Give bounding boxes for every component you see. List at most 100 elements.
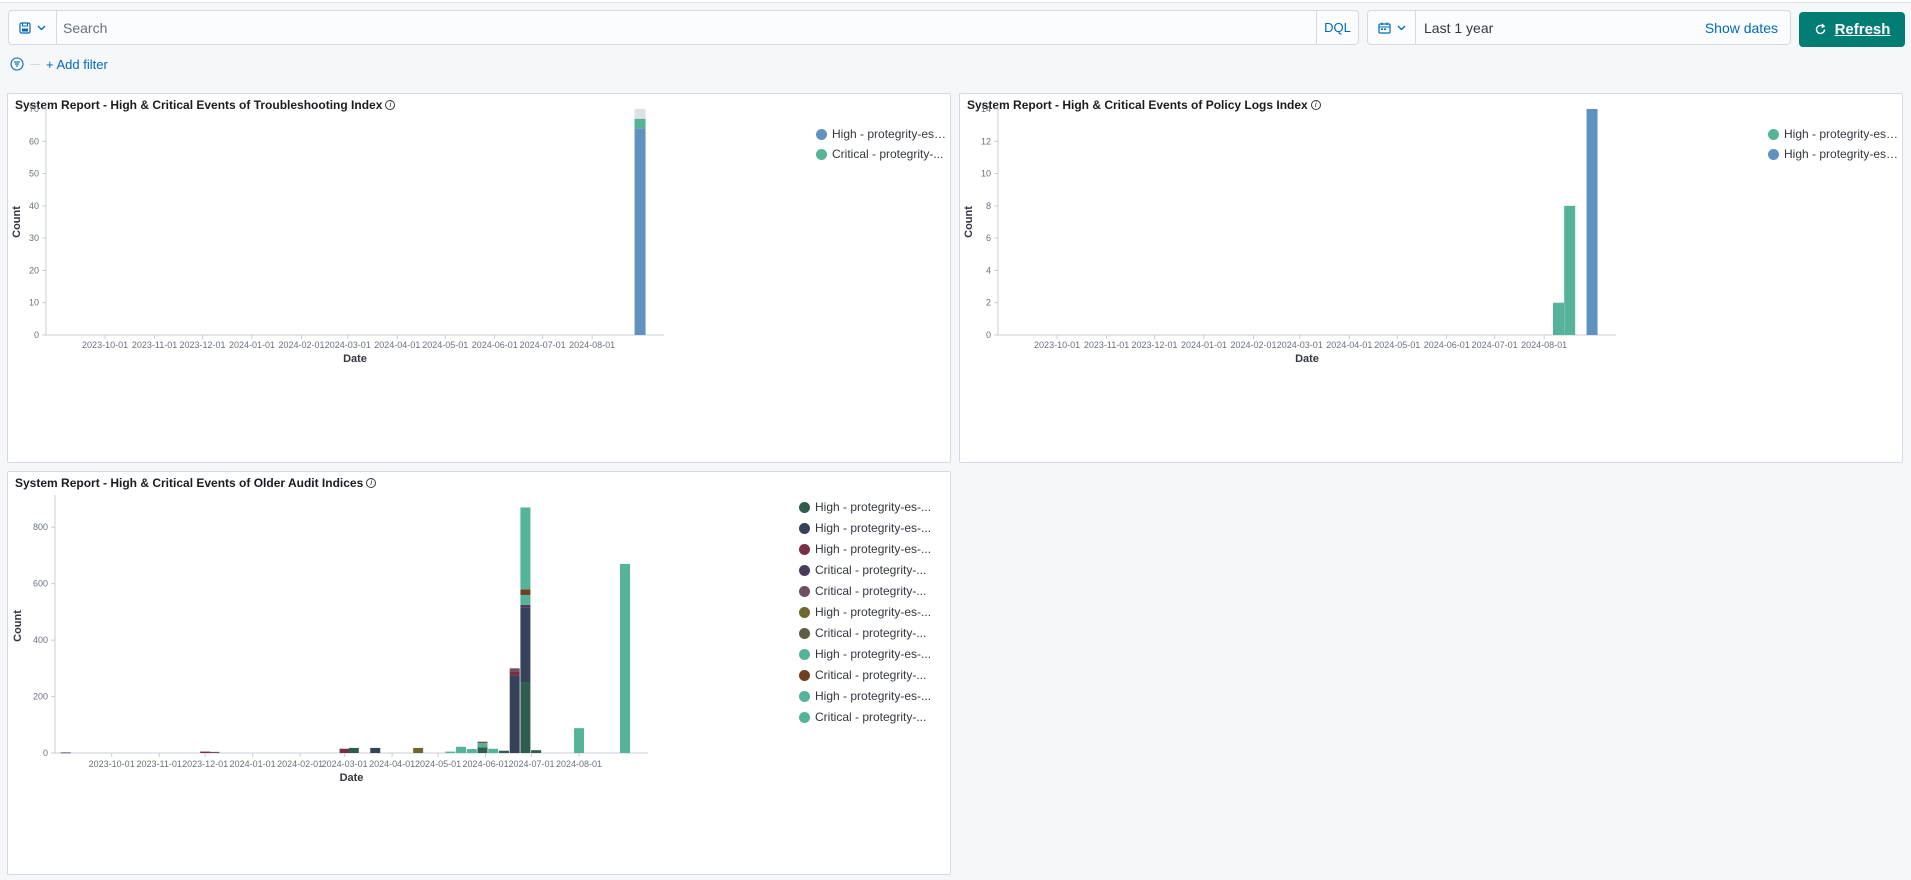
legend-item[interactable]: High - protegrity-es-... [816,127,948,141]
legend-swatch [799,585,810,597]
legend: High - protegrity-es-... High - protegrit… [799,500,949,724]
x-tick-label: 2023-12-01 [182,759,228,769]
bar-segment[interactable] [520,589,531,595]
legend-item[interactable]: Critical - protegrity-... [799,710,949,724]
bar-segment[interactable] [200,751,211,753]
bar-segment[interactable] [477,741,488,744]
saved-query-button[interactable] [9,11,57,44]
chevron-down-icon [1397,25,1405,30]
panel-title-text: System Report - High & Critical Events o… [967,98,1308,112]
legend-swatch [799,648,810,660]
legend-item[interactable]: Critical - protegrity-... [799,584,949,598]
bar-segment[interactable] [520,594,531,605]
panel-title-text: System Report - High & Critical Events o… [15,476,364,490]
x-tick-label: 2023-12-01 [179,340,225,350]
bar-segment[interactable] [477,747,488,753]
legend-item[interactable]: High - protegrity-es-... [1768,147,1900,161]
legend-item[interactable]: High - protegrity-es-... [799,500,949,514]
bar-segment[interactable] [531,750,542,753]
bar-segment[interactable] [520,607,531,683]
legend-item[interactable]: Critical - protegrity-... [799,626,949,640]
bar-segment[interactable] [413,747,424,753]
legend-item[interactable]: High - protegrity-es-... [799,521,949,535]
x-tick-label: 2024-06-01 [472,340,518,350]
x-tick-label: 2024-04-01 [1326,340,1372,350]
bar-segment[interactable] [634,109,646,119]
legend-label: High - protegrity-es-... [815,605,932,619]
panel-title-text: System Report - High & Critical Events o… [15,98,383,112]
bar-segment[interactable] [634,118,646,129]
legend-item[interactable]: High - protegrity-es-... [799,605,949,619]
legend-swatch [799,543,810,555]
filter-icon[interactable] [10,57,24,71]
bar-segment[interactable] [488,748,499,753]
top-strip [0,0,1911,3]
quick-menu-button[interactable] [1368,11,1416,44]
legend-swatch [799,669,810,681]
legend-item[interactable]: High - protegrity-es-... [799,647,949,661]
x-tick-label: 2023-11-01 [132,340,177,350]
bar-segment[interactable] [509,671,520,676]
bar-segment[interactable] [509,668,520,672]
y-tick-label: 2 [986,298,991,308]
bar-segment[interactable] [1553,302,1565,335]
y-tick-label: 400 [33,635,48,645]
bar-segment[interactable] [620,563,631,753]
legend-swatch [799,690,810,702]
bar-segment[interactable] [1564,205,1576,335]
legend-label: High - protegrity-es-... [815,500,932,514]
legend-item[interactable]: High - protegrity-es-... [1768,127,1900,141]
info-icon[interactable]: i [366,478,377,488]
x-axis-title: Date [1295,353,1319,365]
legend-swatch [799,711,810,723]
x-tick-label: 2024-06-01 [463,759,509,769]
y-tick-label: 0 [986,330,991,340]
legend-label: Critical - protegrity-... [815,563,927,577]
bar-segment[interactable] [370,747,381,753]
bar-segment[interactable] [445,751,456,753]
y-tick-label: 600 [33,579,48,589]
y-tick-label: 0 [34,330,39,340]
bar-segment[interactable] [60,752,71,754]
date-range-value[interactable]: Last 1 year [1424,19,1494,36]
x-tick-label: 2024-01-01 [229,340,275,350]
legend-item[interactable]: Critical - protegrity-... [799,563,949,577]
x-tick-label: 2023-11-01 [137,759,182,769]
bar-segment[interactable] [477,743,488,748]
bar-segment[interactable] [1586,109,1598,335]
bar-segment[interactable] [339,748,350,753]
x-tick-label: 2024-08-01 [556,759,602,769]
bar-segment[interactable] [520,507,531,590]
legend-swatch [799,501,810,513]
y-tick-label: 8 [986,201,991,211]
bar-segment[interactable] [456,746,467,753]
legend-item[interactable]: Critical - protegrity-... [816,147,948,161]
y-axis-title: Count [963,206,975,238]
query-language-button[interactable]: DQL [1316,11,1358,44]
x-tick-label: 2024-01-01 [1181,340,1227,350]
legend-item[interactable]: High - protegrity-es-... [799,689,949,703]
info-icon[interactable]: i [385,100,396,110]
x-tick-label: 2024-04-01 [374,340,420,350]
search-input[interactable] [57,11,1316,44]
bar-segment[interactable] [348,747,359,753]
show-dates-button[interactable]: Show dates [1704,19,1778,36]
bar-segment[interactable] [574,728,585,753]
legend-item[interactable]: High - protegrity-es-... [799,542,949,556]
bar-segment[interactable] [520,682,531,753]
panel-troubleshooting: System Report - High & Critical Events o… [7,93,951,463]
bar-segment[interactable] [634,128,646,335]
legend-label: High - protegrity-es-... [815,689,932,703]
legend-swatch [799,522,810,534]
bar-segment[interactable] [509,675,520,753]
bar-segment[interactable] [466,749,477,753]
x-axis-title: Date [343,353,367,365]
refresh-button[interactable]: Refresh [1799,12,1905,47]
bar-segment[interactable] [209,751,220,753]
bar-segment[interactable] [498,750,509,753]
add-filter-button[interactable]: + Add filter [46,56,108,72]
legend-item[interactable]: Critical - protegrity-... [799,668,949,682]
x-tick-label: 2024-04-01 [369,759,415,769]
info-icon[interactable]: i [1310,100,1321,110]
bar-segment[interactable] [520,604,531,608]
